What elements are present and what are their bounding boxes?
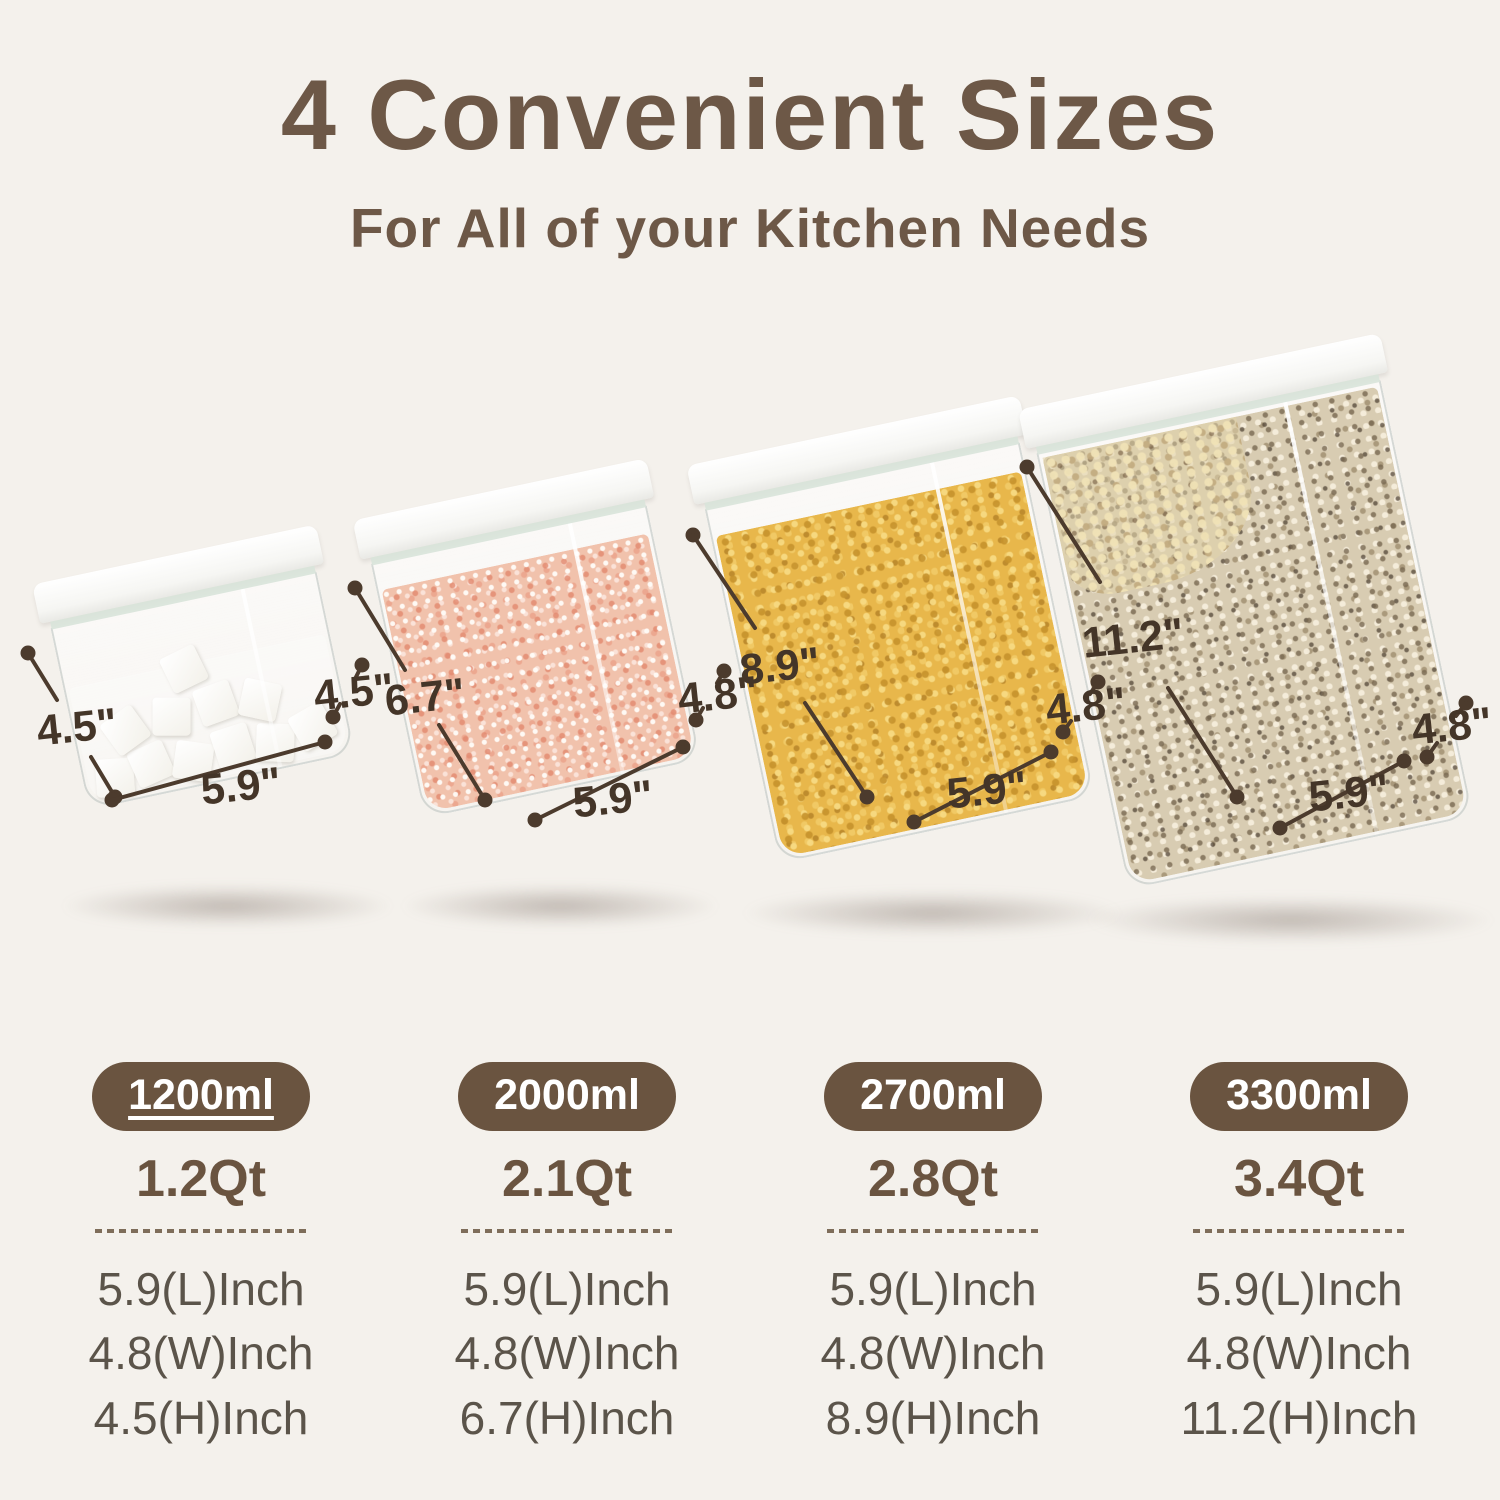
volume-badge-label: 2700ml (860, 1071, 1006, 1119)
length-dimension-label: 5.9" (570, 771, 656, 828)
container-oat-muesli (1017, 332, 1474, 890)
height-dimension-label: 4.5" (34, 699, 120, 756)
volume-badge-label: 2000ml (494, 1071, 640, 1119)
spec-column-3300ml: 3300ml 3.4Qt 5.9(L)Inch 4.8(W)Inch 11.2(… (1116, 1062, 1482, 1450)
page-subtitle: For All of your Kitchen Needs (349, 197, 1151, 259)
volume-badge: 2700ml (824, 1062, 1042, 1131)
container-shadow (55, 884, 400, 928)
volume-badge: 2000ml (458, 1062, 676, 1131)
width-spec: 4.8(W)Inch (454, 1327, 680, 1380)
width-spec: 4.8(W)Inch (820, 1327, 1046, 1380)
volume-badge: 3300ml (1190, 1062, 1408, 1131)
dashed-divider (95, 1229, 307, 1233)
dashed-divider (827, 1229, 1039, 1233)
height-spec: 11.2(H)Inch (1180, 1391, 1418, 1444)
size-spec-table: 1200ml 1.2Qt 5.9(L)Inch 4.8(W)Inch 4.5(H… (18, 1062, 1482, 1450)
quart-label: 3.4Qt (1233, 1150, 1365, 1208)
container-fusilli-pasta (686, 395, 1095, 864)
length-spec: 5.9(L)Inch (829, 1263, 1037, 1315)
height-dimension-label: 6.7" (382, 669, 468, 726)
spec-column-1200ml: 1200ml 1.2Qt 5.9(L)Inch 4.8(W)Inch 4.5(H… (18, 1062, 384, 1450)
container-pink-salt (352, 458, 701, 818)
length-dimension-label: 5.9" (944, 762, 1030, 819)
sugar-cube (237, 677, 283, 723)
sugar-cube (255, 722, 295, 763)
height-spec: 8.9(H)Inch (825, 1391, 1041, 1444)
volume-badge: 1200ml (92, 1062, 310, 1131)
height-spec: 6.7(H)Inch (459, 1391, 675, 1444)
height-spec: 4.5(H)Inch (93, 1391, 309, 1444)
height-dimension-label: 8.9" (737, 638, 823, 695)
container-shadow (395, 884, 725, 928)
width-spec: 4.8(W)Inch (1186, 1327, 1412, 1380)
quart-label: 1.2Qt (135, 1150, 267, 1208)
sugar-cube (191, 678, 241, 728)
length-dimension-label: 5.9" (1306, 765, 1392, 822)
page-title: 4 Convenient Sizes (280, 59, 1220, 170)
quart-label: 2.1Qt (501, 1150, 633, 1208)
width-dimension-label: 4.8" (1043, 678, 1129, 735)
volume-badge-label: 1200ml (128, 1071, 274, 1119)
dashed-divider (1193, 1229, 1405, 1233)
length-dimension-label: 5.9" (198, 758, 284, 815)
spec-column-2000ml: 2000ml 2.1Qt 5.9(L)Inch 4.8(W)Inch 6.7(H… (384, 1062, 750, 1450)
container-shadow (1078, 896, 1500, 944)
width-spec: 4.8(W)Inch (88, 1327, 314, 1380)
sugar-cube (152, 697, 191, 736)
volume-badge-label: 3300ml (1226, 1071, 1372, 1119)
length-spec: 5.9(L)Inch (463, 1263, 671, 1315)
length-spec: 5.9(L)Inch (97, 1263, 305, 1315)
container-shadow (735, 890, 1130, 936)
spec-column-2700ml: 2700ml 2.8Qt 5.9(L)Inch 4.8(W)Inch 8.9(H… (750, 1062, 1116, 1450)
quart-label: 2.8Qt (867, 1150, 999, 1208)
width-dimension-label: 4.8" (1409, 698, 1495, 755)
dashed-divider (461, 1229, 673, 1233)
length-spec: 5.9(L)Inch (1195, 1263, 1403, 1315)
